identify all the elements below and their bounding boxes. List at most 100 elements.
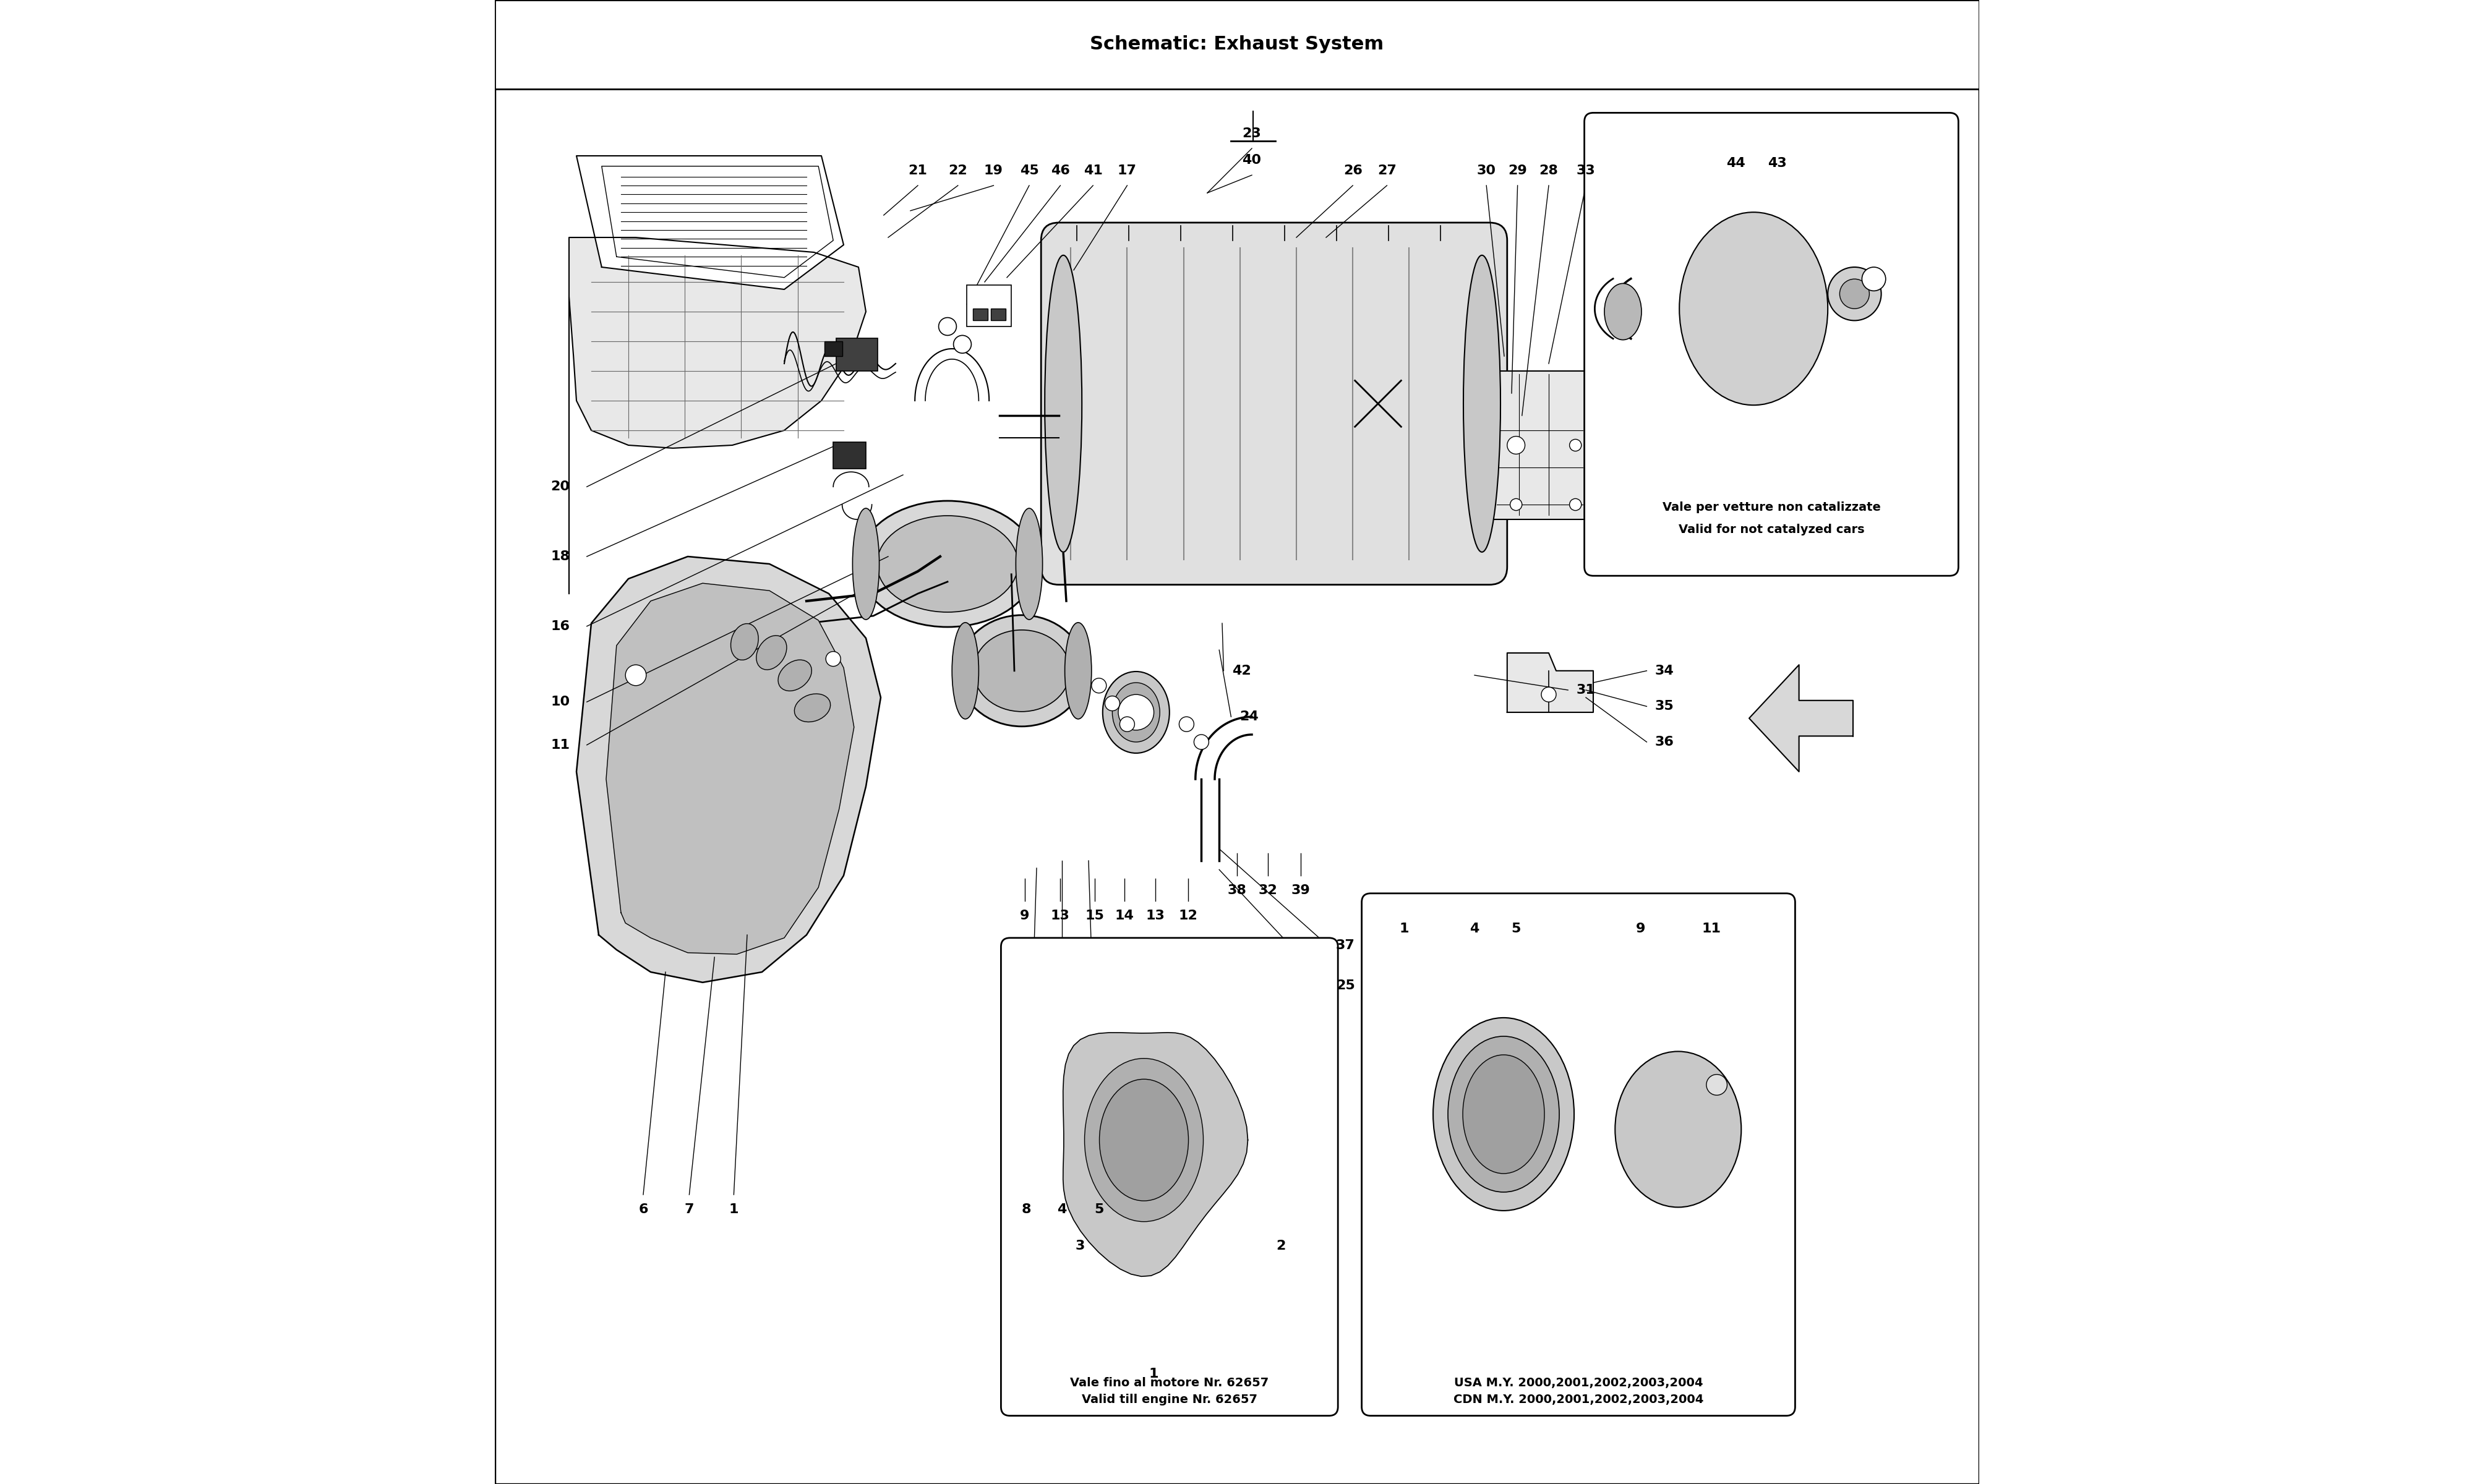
Text: 2: 2: [1277, 1239, 1286, 1252]
Text: 20: 20: [552, 481, 569, 493]
Text: 15: 15: [1086, 910, 1103, 922]
Text: 38: 38: [1227, 884, 1247, 896]
Text: 19: 19: [985, 165, 1002, 177]
Ellipse shape: [1616, 1051, 1742, 1208]
Ellipse shape: [1113, 683, 1160, 742]
Polygon shape: [1507, 653, 1593, 712]
Text: 44: 44: [1727, 157, 1744, 169]
Text: 29: 29: [1509, 165, 1526, 177]
Text: 4: 4: [1470, 923, 1479, 935]
FancyBboxPatch shape: [1002, 938, 1338, 1416]
Circle shape: [1195, 735, 1210, 749]
Polygon shape: [1064, 1033, 1247, 1276]
Ellipse shape: [779, 660, 811, 692]
Ellipse shape: [1103, 671, 1170, 752]
Text: 35: 35: [1655, 700, 1675, 712]
Circle shape: [1509, 499, 1522, 510]
Ellipse shape: [1465, 255, 1499, 552]
Text: 41: 41: [1084, 165, 1103, 177]
Text: 7: 7: [685, 1204, 695, 1215]
Text: USA M.Y. 2000,2001,2002,2003,2004: USA M.Y. 2000,2001,2002,2003,2004: [1455, 1377, 1702, 1389]
Ellipse shape: [1603, 283, 1643, 340]
Ellipse shape: [794, 695, 831, 721]
FancyBboxPatch shape: [1583, 113, 1959, 576]
Text: 37: 37: [1336, 939, 1356, 951]
Text: 13: 13: [1051, 910, 1069, 922]
Circle shape: [1569, 439, 1581, 451]
Polygon shape: [606, 583, 854, 954]
Ellipse shape: [1432, 1018, 1573, 1211]
Text: 34: 34: [1655, 665, 1675, 677]
Text: 3: 3: [1076, 1239, 1086, 1252]
FancyBboxPatch shape: [1042, 223, 1507, 585]
Text: Valid for not catalyzed cars: Valid for not catalyzed cars: [1677, 524, 1865, 536]
Bar: [834, 442, 866, 469]
Ellipse shape: [1084, 1058, 1202, 1221]
Circle shape: [626, 665, 646, 686]
Text: 1: 1: [1148, 1368, 1158, 1380]
Ellipse shape: [960, 614, 1084, 726]
Bar: [836, 338, 878, 371]
Text: 42: 42: [1232, 665, 1252, 677]
Text: Schematic: Exhaust System: Schematic: Exhaust System: [1091, 36, 1383, 53]
Text: 26: 26: [1343, 165, 1363, 177]
Text: 40: 40: [1242, 154, 1262, 166]
Circle shape: [1569, 499, 1581, 510]
Text: 36: 36: [1655, 736, 1675, 748]
Ellipse shape: [858, 500, 1037, 626]
Text: CDN M.Y. 2000,2001,2002,2003,2004: CDN M.Y. 2000,2001,2002,2003,2004: [1452, 1393, 1705, 1405]
Text: 18: 18: [552, 551, 569, 562]
Text: 9: 9: [1635, 923, 1645, 935]
Text: 1: 1: [730, 1204, 740, 1215]
Circle shape: [1121, 717, 1136, 732]
Text: 4: 4: [1056, 1204, 1066, 1215]
Text: 24: 24: [1239, 711, 1259, 723]
Text: 45: 45: [1019, 165, 1039, 177]
Ellipse shape: [952, 623, 980, 720]
Ellipse shape: [1098, 1079, 1188, 1201]
Ellipse shape: [1462, 1055, 1544, 1174]
Circle shape: [826, 651, 841, 666]
Ellipse shape: [854, 508, 878, 620]
Text: 33: 33: [1576, 165, 1596, 177]
Text: Valid till engine Nr. 62657: Valid till engine Nr. 62657: [1081, 1393, 1257, 1405]
Circle shape: [1841, 279, 1870, 309]
Text: 14: 14: [1116, 910, 1133, 922]
Circle shape: [938, 318, 957, 335]
Ellipse shape: [975, 629, 1069, 711]
Text: 21: 21: [908, 165, 928, 177]
Polygon shape: [576, 556, 881, 982]
Text: 43: 43: [1769, 157, 1786, 169]
Bar: [990, 309, 1004, 321]
FancyBboxPatch shape: [1361, 893, 1796, 1416]
Text: 5: 5: [1094, 1204, 1103, 1215]
Text: 11: 11: [552, 739, 569, 751]
Text: 10: 10: [552, 696, 569, 708]
Text: 1: 1: [1400, 923, 1408, 935]
Polygon shape: [576, 156, 844, 289]
Circle shape: [952, 335, 972, 353]
Text: 17: 17: [1118, 165, 1136, 177]
Ellipse shape: [1017, 508, 1042, 620]
Bar: [495, 0, 1979, 89]
Text: 8: 8: [1022, 1204, 1032, 1215]
Text: 25: 25: [1336, 979, 1356, 991]
Circle shape: [1863, 267, 1885, 291]
Ellipse shape: [757, 635, 787, 669]
Text: 22: 22: [948, 165, 967, 177]
Polygon shape: [1749, 665, 1853, 772]
Text: 30: 30: [1477, 165, 1497, 177]
Bar: [972, 309, 987, 321]
Polygon shape: [569, 237, 866, 594]
Bar: [967, 285, 1012, 326]
Text: 39: 39: [1291, 884, 1311, 896]
Ellipse shape: [1064, 623, 1091, 720]
Text: 11: 11: [1702, 923, 1722, 935]
Text: 13: 13: [1145, 910, 1165, 922]
Bar: [1492, 371, 1588, 519]
Text: 31: 31: [1576, 684, 1596, 696]
Text: 16: 16: [552, 620, 569, 632]
Ellipse shape: [730, 623, 760, 660]
Circle shape: [1091, 678, 1106, 693]
Circle shape: [1180, 717, 1195, 732]
